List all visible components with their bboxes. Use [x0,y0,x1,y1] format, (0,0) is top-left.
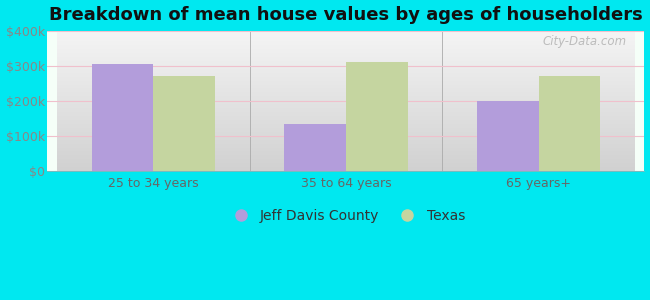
Title: Breakdown of mean house values by ages of householders: Breakdown of mean house values by ages o… [49,6,643,24]
Bar [92,64,153,171]
Text: City-Data.com: City-Data.com [542,35,627,48]
Bar [477,101,539,171]
Bar [153,76,215,171]
Legend: Jeff Davis County, Texas: Jeff Davis County, Texas [221,204,471,229]
Bar [539,76,600,171]
Bar [284,124,346,171]
Bar [346,62,408,171]
